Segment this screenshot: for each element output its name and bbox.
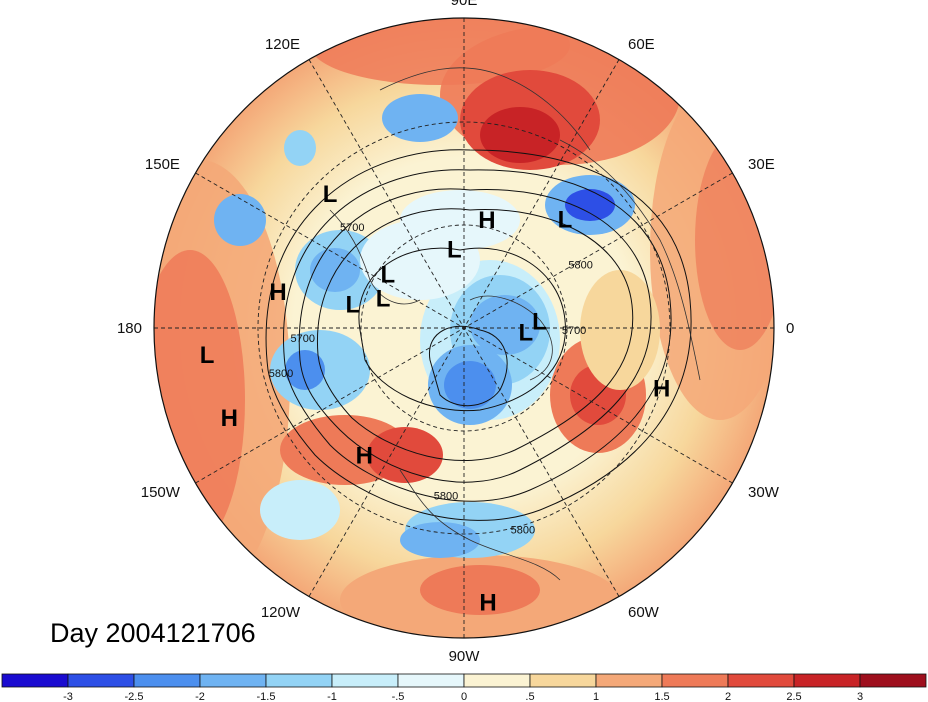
colorbar-box — [595, 673, 663, 688]
high-pressure-marker: H — [653, 375, 670, 402]
longitude-label: 90W — [449, 648, 481, 665]
colorbar-box — [529, 673, 597, 688]
contour-label: 5800 — [269, 368, 293, 380]
colorbar-tick-label: 2.5 — [786, 691, 801, 702]
longitude-label: 180 — [117, 320, 142, 337]
colorbar-box — [331, 673, 399, 688]
low-pressure-marker: L — [376, 286, 391, 313]
colorbar-box — [199, 673, 267, 688]
longitude-label: 60W — [628, 604, 660, 621]
colorbar-tick-label: 2 — [725, 691, 731, 702]
polar-stereographic-map: 90E 60E 30E 0 30W 60W 90W 120W 150W 180 150E 120E 5… — [117, 0, 794, 665]
contour-label: 5700 — [290, 333, 314, 345]
colorbar: -3 -2.5 -2 -1.5 -1 -.5 0 .5 1 1.5 2 2.5 3 — [1, 673, 927, 702]
colorbar-box — [1, 673, 69, 688]
longitude-label: 150E — [145, 156, 180, 173]
longitude-label: 60E — [628, 36, 655, 53]
contour-label: 5700 — [340, 222, 364, 234]
low-pressure-marker: L — [558, 207, 573, 234]
contour-label: 5800 — [434, 490, 458, 502]
globe-border — [153, 17, 775, 639]
contour-labels: 5700 5800 5700 5800 5700 5800 5800 — [269, 222, 593, 536]
colorbar-tick-label: 1.5 — [654, 691, 669, 702]
colorbar-tick-label: -3 — [63, 691, 73, 702]
longitude-label: 90E — [451, 0, 478, 9]
colorbar-tick-labels: -3 -2.5 -2 -1.5 -1 -.5 0 .5 1 1.5 2 2.5 3 — [63, 691, 863, 702]
low-pressure-marker: L — [532, 308, 547, 335]
longitude-labels: 90E 60E 30E 0 30W 60W 90W 120W 150W 180 150E 120E — [117, 0, 794, 665]
anomaly-field — [154, 18, 774, 638]
colorbar-boxes — [1, 673, 927, 688]
colorbar-tick-label: -2.5 — [125, 691, 144, 702]
high-pressure-marker: H — [478, 207, 495, 234]
colorbar-box — [265, 673, 333, 688]
high-pressure-marker: H — [356, 443, 373, 470]
colorbar-box — [661, 673, 729, 688]
low-pressure-marker: L — [380, 262, 395, 289]
colorbar-tick-label: .5 — [525, 691, 534, 702]
contour-label: 5800 — [568, 260, 592, 272]
low-pressure-marker: L — [519, 319, 534, 346]
coastlines — [329, 67, 701, 581]
low-pressure-marker: L — [447, 236, 462, 263]
colorbar-box — [793, 673, 861, 688]
colorbar-box — [727, 673, 795, 688]
longitude-label: 120W — [261, 604, 301, 621]
colorbar-box — [859, 673, 927, 688]
map-title: Day 2004121706 — [50, 618, 256, 648]
low-pressure-marker: L — [323, 181, 338, 208]
longitude-label: 120E — [265, 36, 300, 53]
colorbar-box — [397, 673, 465, 688]
longitude-label: 30E — [748, 156, 775, 173]
colorbar-box — [133, 673, 201, 688]
colorbar-tick-label: -.5 — [392, 691, 405, 702]
high-pressure-marker: H — [269, 279, 286, 306]
colorbar-box — [463, 673, 531, 688]
low-pressure-marker: L — [200, 342, 215, 369]
high-pressure-marker: H — [221, 405, 238, 432]
longitude-label: 150W — [141, 484, 181, 501]
high-pressure-marker: H — [479, 590, 496, 617]
contour-label: 5700 — [562, 325, 586, 337]
colorbar-box — [67, 673, 135, 688]
low-pressure-marker: L — [345, 291, 360, 318]
graticule — [154, 18, 774, 638]
colorbar-tick-label: -2 — [195, 691, 205, 702]
colorbar-tick-label: -1 — [327, 691, 337, 702]
contour-label: 5800 — [511, 524, 535, 536]
longitude-label: 0 — [786, 320, 794, 337]
colorbar-tick-label: 3 — [857, 691, 863, 702]
colorbar-tick-label: -1.5 — [257, 691, 276, 702]
colorbar-tick-label: 0 — [461, 691, 467, 702]
colorbar-tick-label: 1 — [593, 691, 599, 702]
longitude-label: 30W — [748, 484, 780, 501]
